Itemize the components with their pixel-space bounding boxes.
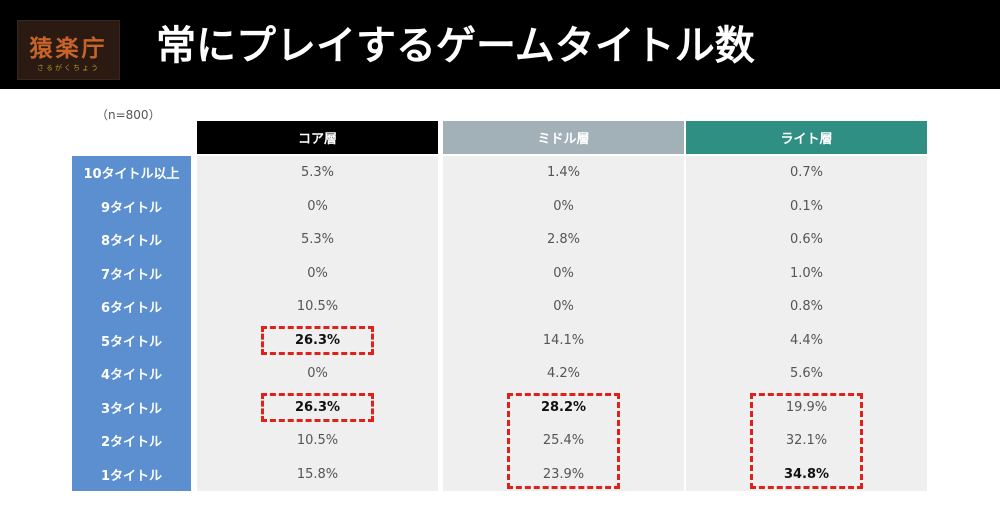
table-cell: 0% (307, 366, 328, 382)
table-cell: 26.3% (294, 332, 341, 348)
table-cell: 14.1% (542, 332, 585, 348)
table-cell: 1.4% (546, 165, 581, 181)
table-cell: 5.6% (789, 366, 824, 382)
column-body-core (197, 156, 438, 491)
logo-text: 猿楽庁 (29, 35, 108, 62)
table-cell: 15.8% (296, 466, 339, 482)
title-bar: 猿楽庁 さるがくちょう 常にプレイするゲームタイトル数 (0, 0, 1000, 89)
logo: 猿楽庁 さるがくちょう (17, 20, 120, 80)
row-label: 9タイトル (100, 200, 163, 216)
highlight-box (750, 392, 863, 489)
table-cell: 0% (307, 198, 328, 214)
table-cell: 0% (553, 299, 574, 315)
row-label: 6タイトル (100, 301, 163, 317)
row-label: 5タイトル (100, 334, 163, 350)
row-label: 3タイトル (100, 401, 163, 417)
row-label: 4タイトル (100, 368, 163, 384)
table-cell: 1.0% (789, 265, 824, 281)
column-header-middle: ミドル層 (443, 121, 684, 154)
table-cell: 0% (307, 265, 328, 281)
table-cell: 23.9% (542, 466, 585, 482)
row-label: 2タイトル (100, 435, 163, 451)
table-cell: 4.4% (789, 332, 824, 348)
highlight-box (261, 392, 374, 422)
table-cell: 0.1% (789, 198, 824, 214)
table-cell: 34.8% (783, 466, 830, 482)
table-cell: 5.3% (300, 165, 335, 181)
column-body-middle (443, 156, 684, 491)
table-cell: 0.8% (789, 299, 824, 315)
table-cell: 25.4% (542, 433, 585, 449)
table-cell: 2.8% (546, 232, 581, 248)
logo-subtext: さるがくちょう (37, 64, 100, 72)
row-label: 1タイトル (100, 468, 163, 484)
table-cell: 10.5% (296, 299, 339, 315)
row-label: 8タイトル (100, 234, 163, 250)
table-cell: 0% (553, 198, 574, 214)
sample-size-note: （n=800） (96, 108, 161, 122)
table-cell: 4.2% (546, 366, 581, 382)
column-header-core: コア層 (197, 121, 438, 154)
column-header-light: ライト層 (686, 121, 927, 154)
highlight-box (507, 392, 620, 489)
table-cell: 28.2% (540, 399, 587, 415)
table-cell: 32.1% (785, 433, 828, 449)
table-cell: 19.9% (785, 399, 828, 415)
table-cell: 0.6% (789, 232, 824, 248)
row-label: 7タイトル (100, 267, 163, 283)
table-cell: 10.5% (296, 433, 339, 449)
row-label: 10タイトル以上 (83, 167, 180, 183)
page-title: 常にプレイするゲームタイトル数 (156, 23, 755, 69)
row-label-column (72, 156, 191, 491)
column-body-light (686, 156, 927, 491)
table-cell: 0% (553, 265, 574, 281)
table-cell: 0.7% (789, 165, 824, 181)
table-cell: 26.3% (294, 399, 341, 415)
table-cell: 5.3% (300, 232, 335, 248)
highlight-box (261, 325, 374, 355)
